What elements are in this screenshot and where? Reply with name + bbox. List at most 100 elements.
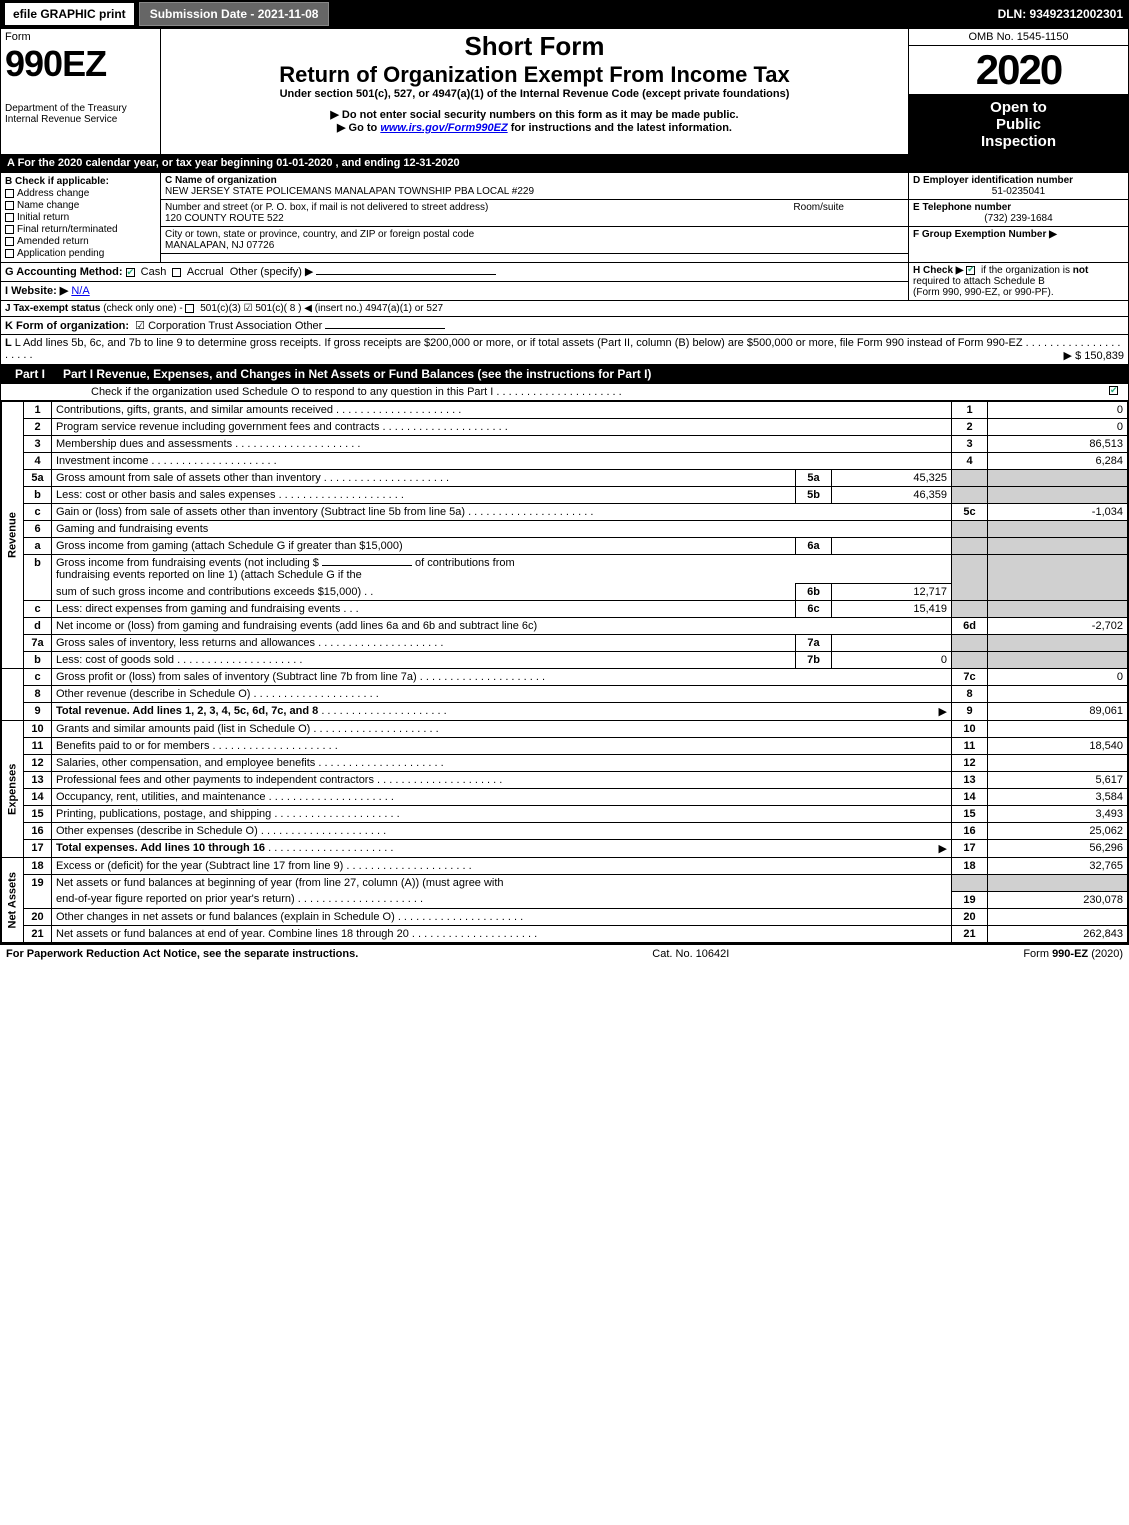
efile-print-button[interactable]: efile GRAPHIC print: [4, 2, 135, 26]
line-12-val: [988, 755, 1128, 772]
cb-name-change[interactable]: Name change: [5, 200, 156, 211]
line-6a-midval: [832, 538, 952, 555]
h-label: H Check ▶: [913, 265, 963, 276]
line-6-desc: Gaming and fundraising events: [52, 521, 952, 538]
line-1-num: 1: [24, 402, 52, 419]
cb-schedule-o[interactable]: [1109, 386, 1118, 395]
dept-treasury: Department of the Treasury: [5, 103, 156, 114]
website-value[interactable]: N/A: [71, 285, 89, 297]
dln-label: DLN: 93492312002301: [998, 7, 1129, 21]
line-6a-mid: 6a: [796, 538, 832, 555]
line-6b-d1: Gross income from fundraising events (no…: [56, 557, 319, 569]
line-14-val: 3,584: [988, 789, 1128, 806]
line-6d-val: -2,702: [988, 618, 1128, 635]
line-4-val: 6,284: [988, 453, 1128, 470]
line-1-ref: 1: [952, 402, 988, 419]
footer-left: For Paperwork Reduction Act Notice, see …: [6, 948, 358, 960]
line-5c-val: -1,034: [988, 504, 1128, 521]
k-opts: ☑ Corporation Trust Association Other: [135, 320, 322, 332]
i-label: I Website: ▶: [5, 285, 68, 297]
line-11-val: 18,540: [988, 738, 1128, 755]
line-6c-num: c: [24, 601, 52, 618]
line-17-desc: Total expenses. Add lines 10 through 16: [56, 842, 265, 854]
k-label: K Form of organization:: [5, 320, 129, 332]
line-6-rtval-gray: [988, 521, 1128, 538]
line-6c-midval: 15,419: [832, 601, 952, 618]
line-7a-midval: [832, 635, 952, 652]
city-label: City or town, state or province, country…: [165, 229, 474, 240]
submission-date-button[interactable]: Submission Date - 2021-11-08: [139, 2, 330, 26]
line-11-num: 11: [24, 738, 52, 755]
line-6b-num: b: [24, 555, 52, 601]
line-21-desc: Net assets or fund balances at end of ye…: [56, 928, 409, 940]
line-19-rt-gray: [952, 875, 988, 892]
irs-label: Internal Revenue Service: [5, 114, 156, 125]
line-5a-num: 5a: [24, 470, 52, 487]
line-6a-desc: Gross income from gaming (attach Schedul…: [56, 540, 403, 552]
cb-amended-return[interactable]: Amended return: [5, 236, 156, 247]
line-4-desc: Investment income: [56, 455, 148, 467]
line-3-num: 3: [24, 436, 52, 453]
line-9-val: 89,061: [988, 703, 1128, 721]
line-2-desc: Program service revenue including govern…: [56, 421, 379, 433]
line-6b-d3: fundraising events reported on line 1) (…: [56, 569, 362, 581]
title-return: Return of Organization Exempt From Incom…: [165, 62, 904, 88]
cb-application-pending[interactable]: Application pending: [5, 248, 156, 259]
line-6d-num: d: [24, 618, 52, 635]
omb-number: OMB No. 1545-1150: [909, 29, 1128, 46]
line-3-val: 86,513: [988, 436, 1128, 453]
line-5b-rt-gray: [952, 487, 988, 504]
line-5b-midval: 46,359: [832, 487, 952, 504]
line-6c-rtval-gray: [988, 601, 1128, 618]
line-16-val: 25,062: [988, 823, 1128, 840]
line-5b-desc: Less: cost or other basis and sales expe…: [56, 489, 276, 501]
b-label: B Check if applicable:: [5, 176, 156, 187]
cb-cash[interactable]: [126, 268, 135, 277]
line-19-num: 19: [24, 875, 52, 909]
line-14-ref: 14: [952, 789, 988, 806]
line-8-num: 8: [24, 686, 52, 703]
line-16-num: 16: [24, 823, 52, 840]
addr-label: Number and street (or P. O. box, if mail…: [165, 202, 488, 213]
line-7b-num: b: [24, 652, 52, 669]
cb-final-return[interactable]: Final return/terminated: [5, 224, 156, 235]
line-6b-rt-gray: [952, 555, 988, 601]
line-6b-rtval-gray: [988, 555, 1128, 601]
line-12-num: 12: [24, 755, 52, 772]
line-7c-num: c: [24, 669, 52, 686]
footer-right: Form 990-EZ (2020): [1023, 948, 1123, 960]
line-7b-rt-gray: [952, 652, 988, 669]
line-9-ref: 9: [952, 703, 988, 721]
line-16-ref: 16: [952, 823, 988, 840]
irs-link[interactable]: www.irs.gov/Form990EZ: [380, 122, 507, 134]
line-20-desc: Other changes in net assets or fund bala…: [56, 911, 395, 923]
tax-year: 2020: [909, 46, 1128, 94]
line-7c-ref: 7c: [952, 669, 988, 686]
warn-ssn: ▶ Do not enter social security numbers o…: [165, 108, 904, 121]
city-state-zip: MANALAPAN, NJ 07726: [165, 240, 274, 251]
cb-address-change[interactable]: Address change: [5, 188, 156, 199]
h-text3: (Form 990, 990-EZ, or 990-PF).: [913, 287, 1054, 298]
line-6c-desc: Less: direct expenses from gaming and fu…: [56, 603, 340, 615]
j-sub: (check only one) -: [103, 303, 185, 314]
line-5c-desc: Gain or (loss) from sale of assets other…: [56, 506, 465, 518]
line-6-rt-gray: [952, 521, 988, 538]
line-14-desc: Occupancy, rent, utilities, and maintena…: [56, 791, 266, 803]
cb-501c3[interactable]: [185, 304, 194, 313]
line-18-desc: Excess or (deficit) for the year (Subtra…: [56, 860, 343, 872]
line-7b-midval: 0: [832, 652, 952, 669]
cb-initial-return[interactable]: Initial return: [5, 212, 156, 223]
line-19-val: 230,078: [988, 891, 1128, 908]
line-13-num: 13: [24, 772, 52, 789]
j-label: J Tax-exempt status: [5, 303, 100, 314]
cb-accrual[interactable]: [172, 268, 181, 277]
line-5a-desc: Gross amount from sale of assets other t…: [56, 472, 321, 484]
line-8-val: [988, 686, 1128, 703]
line-19-desc: Net assets or fund balances at beginning…: [52, 875, 952, 892]
form-table: Form 990EZ Department of the Treasury In…: [0, 28, 1129, 944]
line-2-val: 0: [988, 419, 1128, 436]
line-17-ref: 17: [952, 840, 988, 858]
cb-h-check[interactable]: [966, 266, 975, 275]
line-20-ref: 20: [952, 908, 988, 925]
h-not: not: [1073, 265, 1089, 276]
